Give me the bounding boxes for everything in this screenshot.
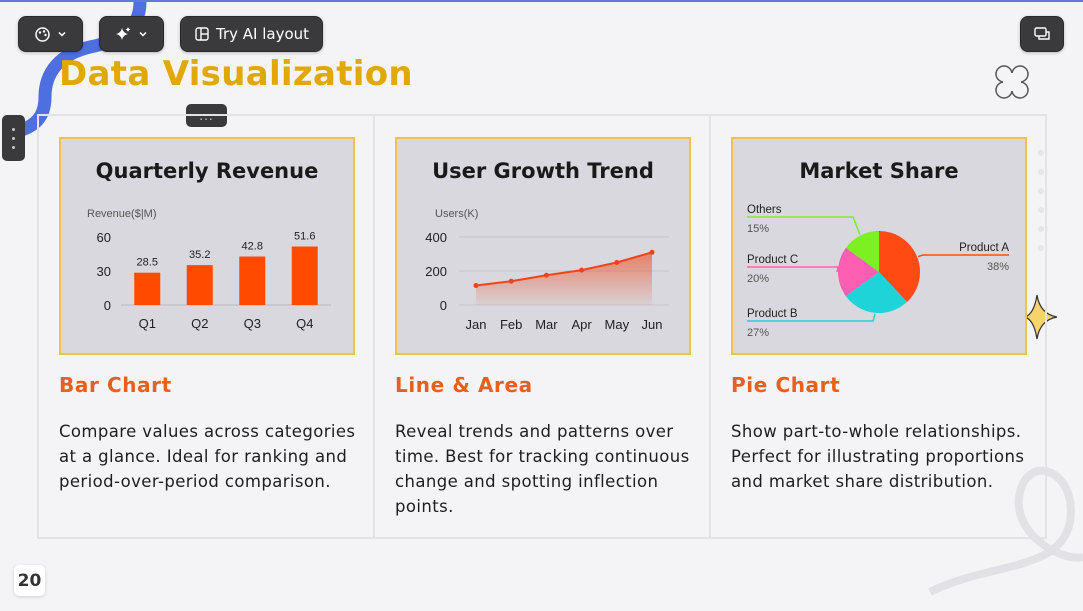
bar — [291, 246, 318, 305]
column-description: Reveal trends and patterns over time. Be… — [395, 422, 690, 516]
x-tick-label: May — [605, 317, 630, 332]
data-point — [614, 260, 620, 265]
x-tick-label: Jun — [642, 317, 663, 332]
pie-chart: Product A 38% Product B 27% Product C 20% Othe… — [747, 204, 1009, 339]
pie-slice — [845, 231, 879, 272]
legend-label: Product C — [747, 254, 798, 266]
percent-label: 27% — [747, 327, 769, 339]
area-chart: Users(K) 0 200 400 Jan Feb Mar Apr May Jun — [425, 208, 669, 332]
column-heading: Bar Chart — [59, 373, 172, 397]
drag-handle-icon[interactable] — [2, 115, 25, 161]
data-point — [649, 249, 655, 255]
data-label: 35.2 — [189, 249, 210, 261]
theme-button[interactable] — [18, 16, 83, 52]
y-tick-label: 200 — [425, 264, 447, 279]
chart-title: Market Share — [799, 159, 959, 183]
column-heading: Line & Area — [395, 373, 533, 397]
pie-chart-card[interactable]: Product A 38% Product B 27% Product C 20% Othe… — [731, 137, 1027, 355]
column-pie-chart: Product A 38% Product B 27% Product C 20% Othe… — [711, 116, 1045, 537]
data-point — [543, 272, 549, 278]
clover-decoration — [995, 65, 1029, 99]
leader-line — [747, 313, 876, 322]
y-tick-label: 400 — [425, 230, 447, 245]
y-tick-label: 60 — [97, 230, 111, 245]
y-axis-label: Users(K) — [435, 208, 478, 220]
x-tick-label: Feb — [500, 317, 522, 332]
series-line — [475, 251, 653, 287]
legend-label: Product A — [959, 242, 1009, 254]
data-label: 51.6 — [294, 231, 315, 243]
sparkles-icon — [115, 26, 132, 43]
legend-label: Product B — [747, 308, 798, 320]
ai-tools-button[interactable] — [99, 16, 164, 52]
pie-slice — [838, 247, 879, 297]
bar-chart-card[interactable]: Revenue($|M) 0 30 60 28.5 Q1 35.2 Q2 42.8 Q3 51.6 Q… — [59, 137, 355, 355]
chart-title: Quarterly Revenue — [95, 159, 319, 183]
page-title: Data Visualization — [59, 54, 413, 94]
x-tick-label: Q1 — [139, 316, 156, 331]
y-axis-label: Revenue($|M) — [87, 208, 157, 220]
page-number: 20 — [14, 565, 45, 596]
x-tick-label: Apr — [571, 317, 592, 332]
leader-line — [747, 266, 839, 273]
data-point — [579, 267, 585, 273]
pie-slice — [879, 231, 920, 302]
scroll-dots — [1038, 150, 1044, 264]
y-tick-label: 0 — [440, 298, 447, 313]
percent-label: 38% — [987, 261, 1009, 273]
data-point — [473, 282, 479, 288]
data-label: 28.5 — [137, 257, 158, 269]
percent-label: 15% — [747, 223, 769, 235]
x-tick-label: Mar — [535, 317, 558, 332]
percent-label: 20% — [747, 273, 769, 285]
column-description: Show part-to-whole relationships. Perfec… — [731, 422, 1025, 491]
column-description: Compare values across categories at a gl… — [59, 422, 356, 491]
column-line-chart: Users(K) 0 200 400 Jan Feb Mar Apr May Jun User G… — [375, 116, 711, 537]
line-chart-card[interactable]: Users(K) 0 200 400 Jan Feb Mar Apr May Jun User G… — [395, 137, 691, 355]
bar-chart: Revenue($|M) 0 30 60 28.5 Q1 35.2 Q2 42.8 Q3 51.6 Q… — [87, 208, 331, 331]
bar — [134, 272, 161, 305]
bar — [186, 265, 213, 305]
leader-line — [917, 254, 1009, 258]
legend-label: Others — [747, 204, 782, 216]
data-point — [508, 278, 514, 284]
content-frame: Revenue($|M) 0 30 60 28.5 Q1 35.2 Q2 42.8 Q3 51.6 Q… — [37, 114, 1047, 539]
data-label: 42.8 — [242, 240, 263, 252]
chat-icon — [1033, 25, 1051, 43]
layout-icon — [194, 26, 210, 42]
leader-line — [747, 216, 861, 235]
area-fill — [476, 252, 652, 305]
try-ai-layout-label: Try AI layout — [215, 25, 310, 43]
x-tick-label: Jan — [466, 317, 487, 332]
bar — [239, 256, 266, 305]
comments-button[interactable] — [1020, 16, 1064, 52]
x-tick-label: Q4 — [296, 316, 313, 331]
y-tick-label: 30 — [97, 264, 111, 279]
column-heading: Pie Chart — [731, 373, 841, 397]
chevron-down-icon — [57, 29, 67, 39]
column-bar-chart: Revenue($|M) 0 30 60 28.5 Q1 35.2 Q2 42.8 Q3 51.6 Q… — [39, 116, 375, 537]
chevron-down-icon — [138, 29, 148, 39]
pie-slice — [845, 272, 908, 313]
chart-title: User Growth Trend — [432, 159, 654, 183]
y-tick-label: 0 — [104, 298, 111, 313]
x-tick-label: Q3 — [244, 316, 261, 331]
x-tick-label: Q2 — [191, 316, 208, 331]
palette-icon — [34, 26, 51, 43]
try-ai-layout-button[interactable]: Try AI layout — [180, 16, 323, 52]
